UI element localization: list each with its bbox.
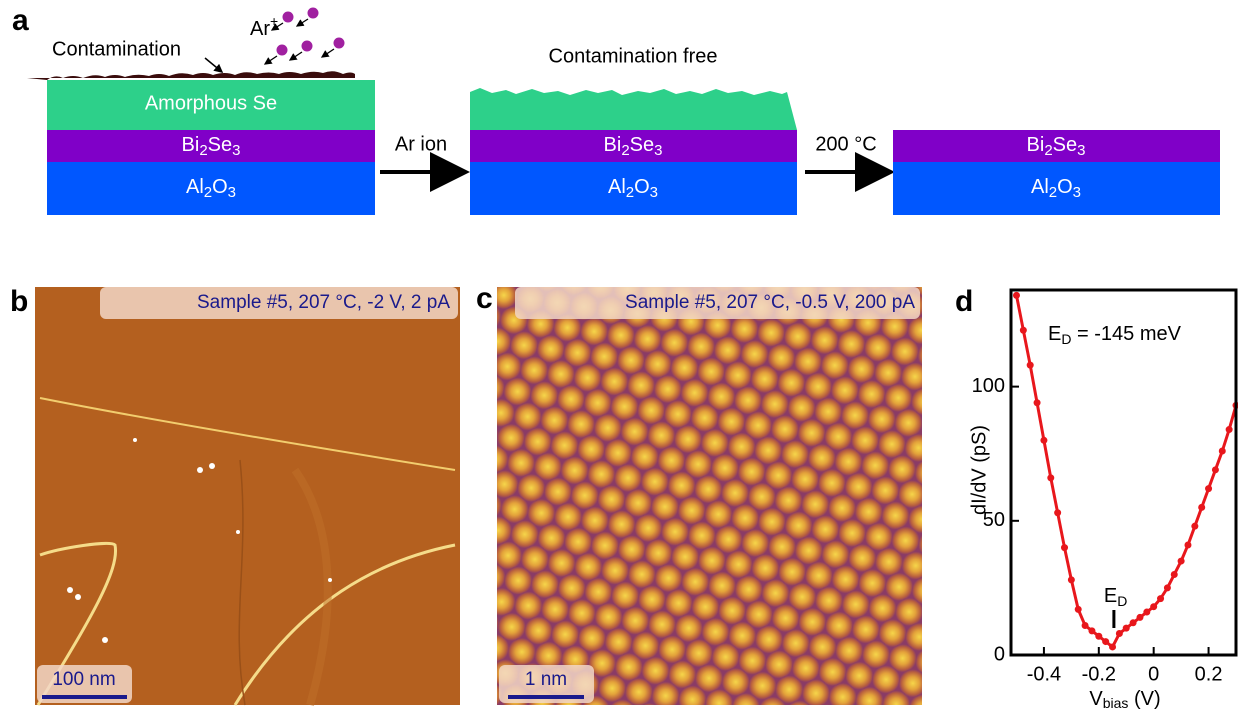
x-label-main: V (1089, 688, 1103, 710)
arrow (205, 58, 222, 72)
data-point (1143, 609, 1150, 616)
data-point (1061, 544, 1068, 551)
ed-label-main: E (1104, 585, 1117, 607)
data-point (1109, 643, 1116, 650)
image-caption: Sample #5, 207 °C, -0.5 V, 200 pA (625, 292, 915, 313)
annotation-main: E (1048, 323, 1061, 345)
free-label: Contamination free (549, 45, 718, 67)
x-label-rest: (V) (1128, 688, 1160, 710)
image-caption: Sample #5, 207 °C, -2 V, 2 pA (197, 292, 450, 313)
x-tick-label: -0.2 (1082, 663, 1116, 685)
data-point (1219, 448, 1226, 455)
stm-image-b: Sample #5, 207 °C, -2 V, 2 pA 100 nm (35, 287, 460, 705)
data-point (1198, 504, 1205, 511)
y-tick-label: 100 (972, 375, 1005, 397)
annotation-rest: = -145 meV (1071, 323, 1181, 345)
layer-label: Bi2Se3 (182, 134, 241, 159)
data-point (1184, 541, 1191, 548)
ions (276, 7, 345, 56)
data-point (1075, 606, 1082, 613)
panel-label: d (955, 285, 973, 318)
figure: a Amorphous Se Bi2Se3 Al2O3 Contaminatio… (0, 0, 1238, 717)
data-point (1123, 625, 1130, 632)
data-point (1020, 327, 1027, 334)
y-axis-label: dI/dV (pS) (968, 425, 990, 515)
data-point (1164, 584, 1171, 591)
contamination-label: Contamination (52, 38, 181, 60)
x-tick-label: 0.2 (1195, 663, 1223, 685)
x-axis-label: Vbias (V) (1089, 688, 1160, 710)
x-tick-label: 0 (1148, 663, 1159, 685)
scale-label: 1 nm (525, 669, 567, 690)
data-point (1171, 571, 1178, 578)
x-label-sub: bias (1103, 695, 1129, 711)
layer-label: Bi2Se3 (604, 134, 663, 159)
data-point (1088, 627, 1095, 634)
step-label: Ar ion (395, 133, 447, 155)
data-point (1178, 558, 1185, 565)
panel-label: c (476, 282, 493, 315)
y-tick-label: 0 (994, 643, 1005, 665)
data-point (1130, 619, 1137, 626)
ion-name: Ar (250, 18, 270, 40)
ed-label-sub: D (1117, 593, 1127, 609)
data-point (1034, 399, 1041, 406)
scale-label: 100 nm (52, 669, 115, 690)
stack-2: Bi2Se3 Al2O3 Contamination free (470, 45, 797, 215)
layer-label: Bi2Se3 (1027, 134, 1086, 159)
data-point (1226, 426, 1233, 433)
stack-1: Amorphous Se Bi2Se3 Al2O3 Contamination … (27, 7, 375, 215)
data-point (1054, 509, 1061, 516)
data-point (1157, 595, 1164, 602)
stack-3: Bi2Se3 Al2O3 (893, 130, 1220, 215)
data-point (1150, 603, 1157, 610)
panel-label: a (12, 4, 29, 37)
data-point (1082, 622, 1089, 629)
data-point (1136, 614, 1143, 621)
annotation: ED = -145 meV (1048, 323, 1182, 346)
panel-label: b (10, 285, 28, 318)
data-point (1102, 638, 1109, 645)
step-label: 200 °C (815, 133, 876, 155)
data-point (1191, 523, 1198, 530)
annotation-sub: D (1061, 331, 1071, 347)
data-point (1116, 630, 1123, 637)
x-tick-label: -0.4 (1027, 663, 1061, 685)
data-point (1068, 576, 1075, 583)
ed-label: ED (1104, 585, 1127, 608)
data-point (1013, 292, 1020, 299)
data-point (1205, 485, 1212, 492)
stm-image-c: Sample #5, 207 °C, -0.5 V, 200 pA 1 nm (497, 287, 922, 705)
data-point (1047, 474, 1054, 481)
layer-label: Amorphous Se (145, 92, 277, 114)
layer-se (470, 88, 797, 130)
ion-label: Ar+ (250, 13, 278, 41)
data-point (1040, 437, 1047, 444)
data-point (1212, 466, 1219, 473)
y-tick-label: 50 (983, 509, 1005, 531)
data-point (1027, 362, 1034, 369)
contamination-layer (27, 71, 355, 80)
data-point (1095, 633, 1102, 640)
